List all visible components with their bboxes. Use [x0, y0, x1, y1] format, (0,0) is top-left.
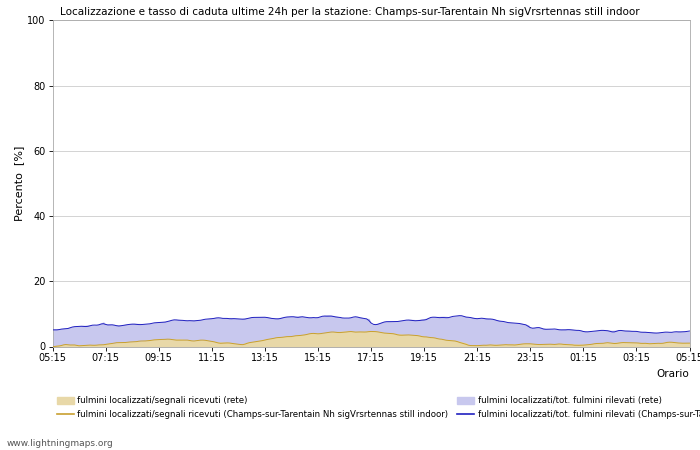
Legend: fulmini localizzati/segnali ricevuti (rete), fulmini localizzati/segnali ricevut: fulmini localizzati/segnali ricevuti (re… — [57, 396, 700, 419]
Text: Localizzazione e tasso di caduta ultime 24h per la stazione: Champs-sur-Tarentai: Localizzazione e tasso di caduta ultime … — [60, 7, 640, 17]
Text: www.lightningmaps.org: www.lightningmaps.org — [7, 439, 113, 448]
Y-axis label: Percento  [%]: Percento [%] — [15, 146, 24, 221]
Text: Orario: Orario — [657, 369, 689, 379]
